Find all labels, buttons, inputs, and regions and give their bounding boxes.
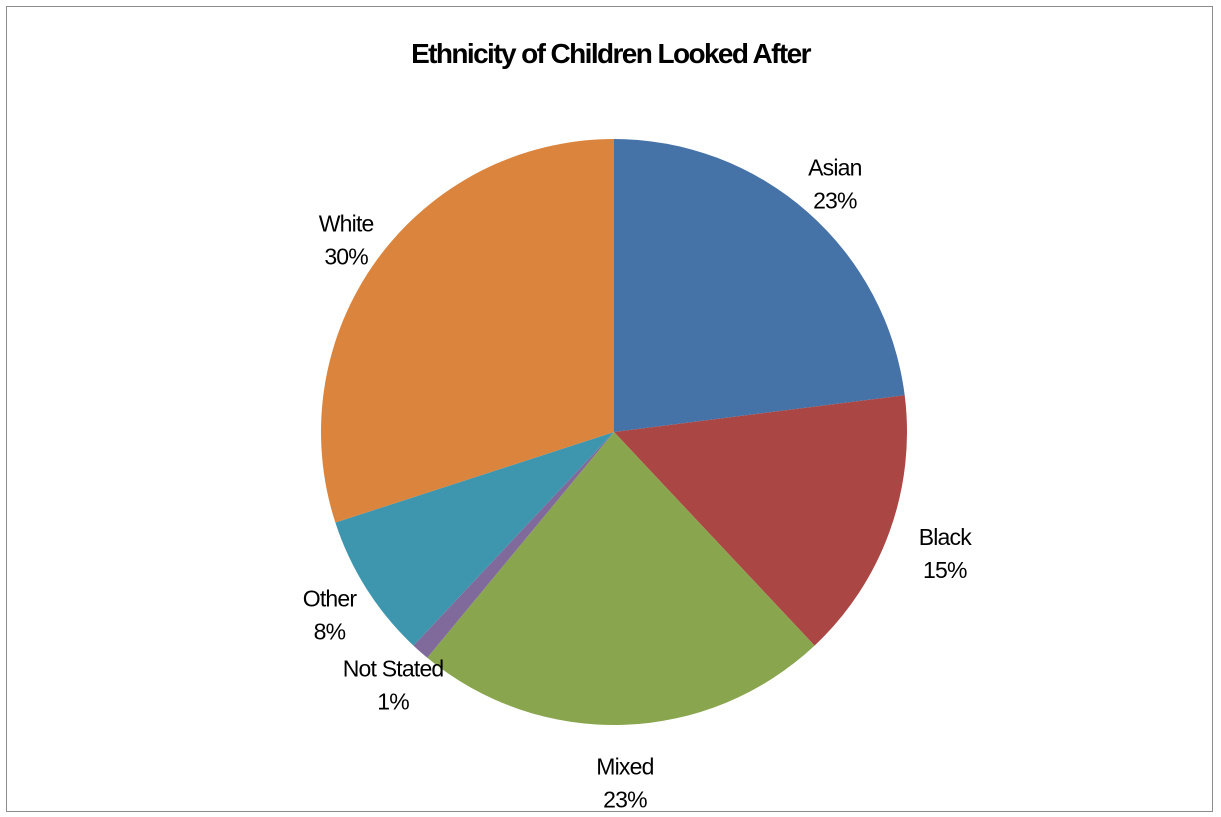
- pie-slices: [321, 139, 907, 726]
- slice-percent-label: 23%: [813, 187, 857, 213]
- chart-title: Ethnicity of Children Looked After: [411, 38, 811, 69]
- slice-category-label: Black: [919, 524, 973, 550]
- slice-category-label: Other: [303, 586, 358, 612]
- slice-label-mixed: Mixed 23%: [596, 753, 653, 812]
- pie-slice-mixed: [427, 432, 815, 726]
- pie-labels: Asian 23% Black 15% Mixed 23% Not Stated 1% Othe…: [303, 154, 973, 812]
- slice-percent-label: 23%: [603, 786, 647, 812]
- slice-label-other: Other 8%: [303, 586, 358, 645]
- slice-label-black: Black 15%: [919, 524, 973, 583]
- pie-slice-white: [321, 139, 614, 523]
- slice-percent-label: 30%: [324, 243, 368, 269]
- slice-percent-label: 8%: [314, 619, 346, 645]
- slice-label-asian: Asian 23%: [808, 154, 862, 213]
- slice-category-label: White: [319, 210, 374, 236]
- slice-percent-label: 15%: [923, 557, 967, 583]
- slice-category-label: Not Stated: [343, 656, 444, 682]
- slice-category-label: Asian: [808, 154, 862, 180]
- slice-label-white: White 30%: [319, 210, 374, 269]
- pie-slice-asian: [614, 139, 905, 432]
- slice-percent-label: 1%: [377, 689, 409, 715]
- pie-slice-black: [614, 395, 907, 646]
- pie-slice-other: [335, 432, 614, 646]
- slice-label-not-stated: Not Stated 1%: [343, 656, 444, 715]
- slice-category-label: Mixed: [596, 753, 653, 779]
- pie-slice-not-stated: [413, 432, 614, 658]
